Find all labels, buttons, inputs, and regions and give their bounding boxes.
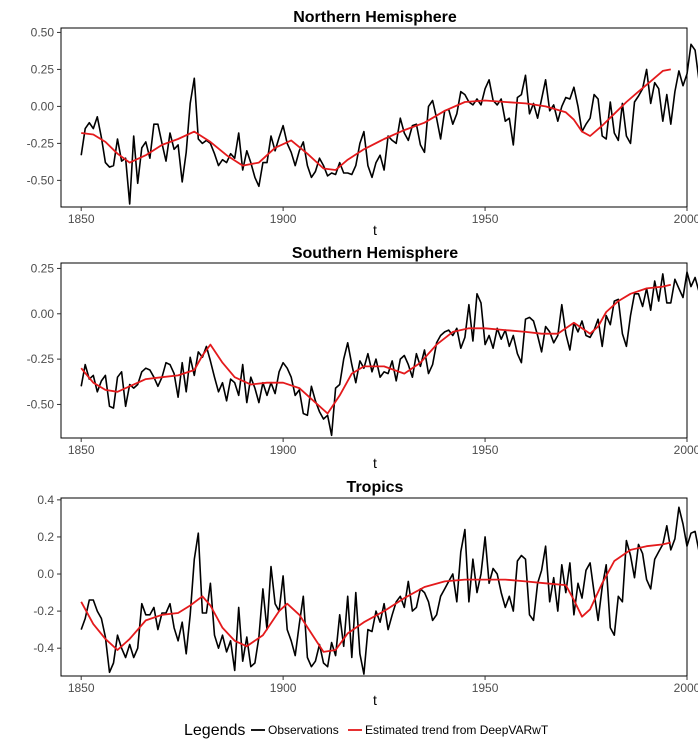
legend-label-trend: Estimated trend from DeepVARwT <box>365 723 549 737</box>
trend-line <box>81 68 671 171</box>
y-axis: 0.25 0.00 -0.25 -0.50 <box>27 261 61 411</box>
observations-line <box>80 506 698 675</box>
observations-line <box>80 271 698 437</box>
legend-title: Legends <box>184 722 245 739</box>
panel-tropics: Tropics 0.4 0.2 0.0 -0.2 -0.4 1850 1900 1950 20… <box>33 479 698 708</box>
panel-northern-hemisphere: Northern Hemisphere 0.50 0.25 0.00 -0.25 -0.… <box>27 9 698 238</box>
plot-frame <box>60 497 688 677</box>
x-tick-label: 1900 <box>270 681 297 695</box>
trend-line <box>80 283 671 415</box>
x-tick-label: 1850 <box>68 212 95 226</box>
x-tick-label: 2000 <box>674 443 698 457</box>
y-tick-label: 0.4 <box>37 493 54 507</box>
x-axis-label: t <box>373 222 377 238</box>
x-axis: 1850 1900 1950 2000 <box>68 438 698 457</box>
x-tick-label: 2000 <box>674 212 698 226</box>
x-axis-label: t <box>373 692 377 708</box>
y-tick-label: 0.0 <box>37 567 54 581</box>
panel-title: Tropics <box>347 479 404 496</box>
y-tick-label: -0.50 <box>27 173 55 187</box>
x-axis: 1850 1900 1950 2000 <box>68 207 698 226</box>
y-tick-label: 0.2 <box>37 530 54 544</box>
x-tick-label: 1900 <box>270 212 297 226</box>
x-tick-label: 1900 <box>270 443 297 457</box>
y-tick-label: -0.50 <box>27 397 55 411</box>
plot-frame <box>60 27 688 208</box>
x-tick-label: 2000 <box>674 681 698 695</box>
x-tick-label: 1850 <box>68 681 95 695</box>
y-tick-label: -0.25 <box>27 352 55 366</box>
y-tick-label: 0.00 <box>31 307 55 321</box>
trend-line <box>80 541 672 653</box>
panel-title: Northern Hemisphere <box>293 9 457 26</box>
y-tick-label: 0.00 <box>31 99 55 113</box>
y-axis: 0.50 0.25 0.00 -0.25 -0.50 <box>27 25 61 187</box>
panel-title: Southern Hemisphere <box>292 245 458 262</box>
legend-label-observations: Observations <box>268 723 339 737</box>
y-tick-label: -0.4 <box>33 641 54 655</box>
y-tick-label: -0.25 <box>27 136 55 150</box>
x-tick-label: 1950 <box>472 443 499 457</box>
y-tick-label: 0.25 <box>31 261 55 275</box>
y-axis: 0.4 0.2 0.0 -0.2 -0.4 <box>33 493 61 655</box>
x-axis: 1850 1900 1950 2000 <box>68 676 698 695</box>
y-tick-label: 0.50 <box>31 25 55 39</box>
panel-southern-hemisphere: Southern Hemisphere 0.25 0.00 -0.25 -0.50 1… <box>27 245 698 471</box>
y-tick-label: -0.2 <box>33 604 54 618</box>
x-tick-label: 1950 <box>472 681 499 695</box>
x-tick-label: 1850 <box>68 443 95 457</box>
y-tick-label: 0.25 <box>31 62 55 76</box>
legend: Legends Observations Estimated trend fro… <box>184 722 549 739</box>
plot-frame <box>60 262 688 439</box>
x-tick-label: 1950 <box>472 212 499 226</box>
observations-line <box>80 43 698 205</box>
x-axis-label: t <box>373 455 377 471</box>
